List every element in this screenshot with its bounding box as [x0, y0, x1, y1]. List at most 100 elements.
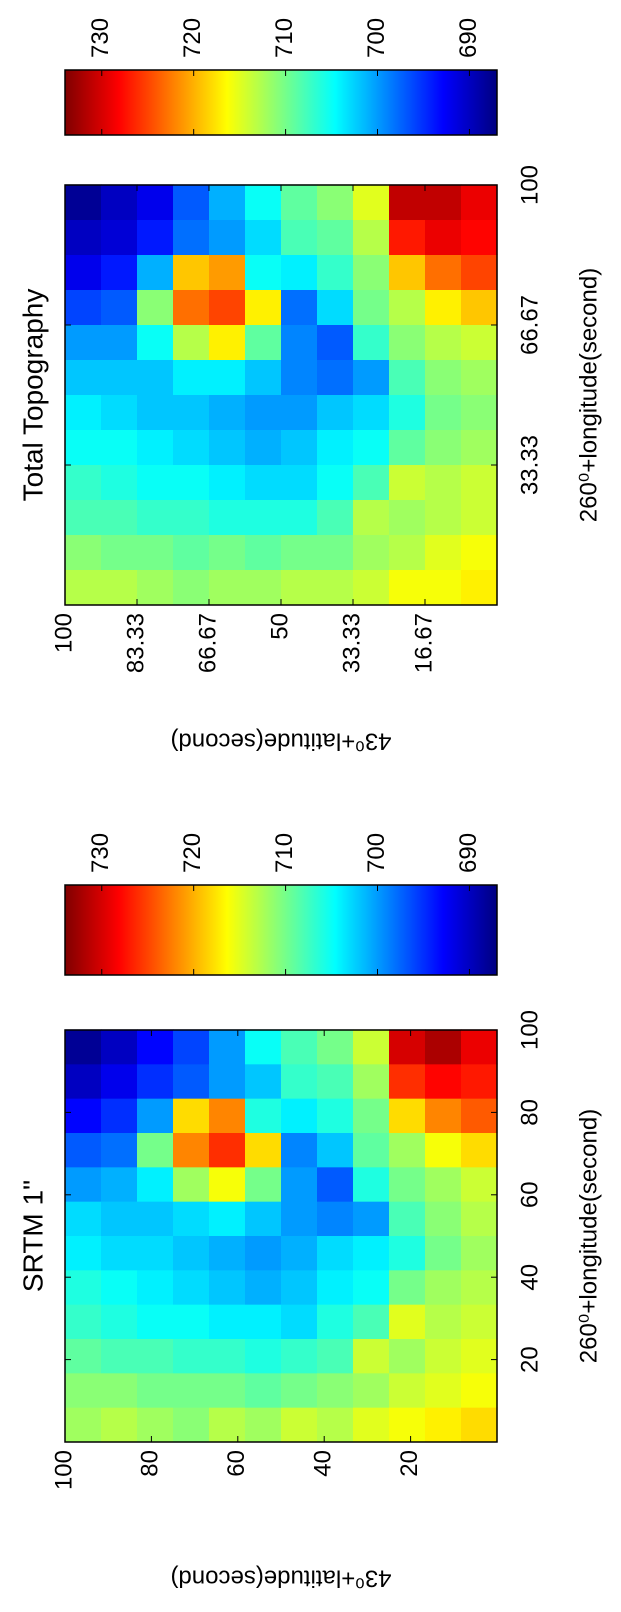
heatmap-cell [353, 1372, 390, 1408]
heatmap-cell [209, 1098, 246, 1133]
heatmap-cell [353, 1098, 390, 1133]
heatmap-cell [245, 1407, 282, 1442]
heatmap-cell [173, 219, 210, 255]
x-axis-label: 260⁰+longitude(second) [575, 268, 602, 522]
heatmap-cell [461, 394, 498, 430]
heatmap-cell [389, 499, 426, 535]
heatmap-cell [137, 569, 174, 605]
heatmap-cell [389, 1063, 426, 1099]
heatmap-cell [353, 499, 390, 535]
heatmap-cell [173, 1269, 210, 1305]
colorbar-tick-label: 730 [87, 18, 114, 58]
heatmap-cell [209, 1166, 246, 1202]
heatmap-cell [173, 1098, 210, 1133]
heatmap-cell [173, 499, 210, 535]
heatmap-cell [353, 464, 390, 500]
heatmap-cell [209, 394, 246, 430]
heatmap-cell [65, 1166, 102, 1202]
heatmap-cell [65, 464, 102, 500]
heatmap-cell [137, 1201, 174, 1236]
heatmap-cell [389, 1338, 426, 1374]
heatmap-cell [209, 499, 246, 535]
heatmap-cell [173, 1338, 210, 1374]
heatmap-cell [245, 324, 282, 360]
heatmap-cell [353, 1269, 390, 1305]
heatmap-cell [65, 324, 102, 360]
heatmap-cell [245, 534, 282, 570]
heatmap-cell [281, 1372, 318, 1408]
heatmap-cell [101, 464, 138, 500]
y-axis-label: 43⁰+latitude(second) [170, 728, 391, 755]
heatmap-cell [461, 1132, 498, 1168]
heatmap-cell [389, 324, 426, 360]
heatmap-cell [209, 359, 246, 395]
heatmap-cell [317, 324, 354, 360]
heatmap-cell [209, 1407, 246, 1442]
heatmap-cell [65, 394, 102, 430]
chart-title: SRTM 1" [17, 1180, 48, 1292]
heatmap-cell [245, 254, 282, 290]
heatmap-cell [101, 534, 138, 570]
heatmap-cell [173, 534, 210, 570]
heatmap-cell [245, 569, 282, 605]
heatmap-cell [461, 1029, 498, 1065]
heatmap-cell [101, 1304, 138, 1339]
colorbar-tick-label: 690 [455, 833, 482, 873]
heatmap-cell [389, 289, 426, 325]
y-tick-label: 50 [266, 613, 293, 640]
heatmap-cell [101, 289, 138, 325]
heatmap-cell [209, 1063, 246, 1099]
heatmap-cell [101, 1166, 138, 1202]
heatmap-cell [65, 219, 102, 255]
heatmap-cell [389, 394, 426, 430]
y-tick-label: 40 [310, 1450, 337, 1477]
x-axis-label: 260⁰+longitude(second) [575, 1109, 602, 1363]
heatmap-cell [281, 569, 318, 605]
heatmap-cell [281, 1201, 318, 1236]
colorbar [64, 69, 498, 136]
y-tick-label: 100 [50, 613, 77, 653]
x-tick-label: 40 [516, 1264, 543, 1291]
heatmap-cell [317, 1235, 354, 1271]
heatmap-cell [137, 464, 174, 500]
heatmap-cell [353, 394, 390, 430]
heatmap-cell [209, 464, 246, 500]
heatmap-cell [101, 1063, 138, 1099]
heatmap-cell [65, 289, 102, 325]
heatmap-cell [317, 1407, 354, 1442]
heatmap-cell [353, 1235, 390, 1271]
heatmap-cell [425, 184, 462, 220]
heatmap-cell [281, 464, 318, 500]
heatmap-cell [317, 1098, 354, 1133]
heatmap-cell [461, 429, 498, 465]
heatmap-cell [353, 1063, 390, 1099]
heatmap-cell [209, 324, 246, 360]
heatmap-cell [137, 1132, 174, 1168]
heatmap-cell [389, 429, 426, 465]
heatmap-cell [173, 254, 210, 290]
heatmap-cell [317, 1029, 354, 1065]
heatmap-cell [245, 1098, 282, 1133]
heatmap-cell [65, 254, 102, 290]
heatmap-cell [317, 289, 354, 325]
heatmap-cell [245, 394, 282, 430]
heatmap-cell [425, 1304, 462, 1339]
heatmap-cell [245, 1063, 282, 1099]
colorbar-tick-label: 720 [179, 833, 206, 873]
heatmap-cell [101, 324, 138, 360]
heatmap-cell [281, 1098, 318, 1133]
heatmap-cell [281, 254, 318, 290]
heatmap-cell [389, 569, 426, 605]
heatmap-cell [137, 534, 174, 570]
heatmap-cell [65, 1338, 102, 1374]
heatmap-cell [101, 1372, 138, 1408]
heatmap-cell [425, 1166, 462, 1202]
heatmap-cell [65, 1029, 102, 1065]
heatmap-cell [425, 289, 462, 325]
heatmap-cell [317, 499, 354, 535]
heatmap-cell [101, 219, 138, 255]
heatmap-cell [173, 289, 210, 325]
heatmap-cell [425, 569, 462, 605]
heatmap-cell [209, 1235, 246, 1271]
